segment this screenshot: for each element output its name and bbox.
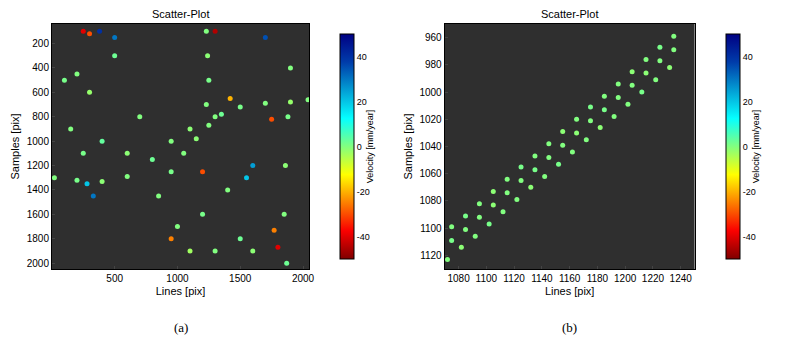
svg-text:-20: -20 bbox=[357, 187, 370, 197]
svg-text:600: 600 bbox=[32, 87, 49, 98]
svg-text:1000: 1000 bbox=[166, 273, 189, 284]
svg-text:1020: 1020 bbox=[419, 114, 442, 125]
svg-text:1500: 1500 bbox=[229, 273, 252, 284]
svg-text:1200: 1200 bbox=[27, 160, 50, 171]
svg-text:Velocity [mm/year]: Velocity [mm/year] bbox=[365, 110, 375, 184]
svg-text:Velocity [mm/year]: Velocity [mm/year] bbox=[751, 110, 761, 184]
svg-text:40: 40 bbox=[357, 52, 367, 62]
svg-text:0: 0 bbox=[743, 142, 748, 152]
svg-text:1800: 1800 bbox=[27, 233, 50, 244]
svg-text:1080: 1080 bbox=[419, 195, 442, 206]
svg-text:-40: -40 bbox=[357, 232, 370, 242]
svg-text:1120: 1120 bbox=[503, 273, 525, 284]
svg-text:1200: 1200 bbox=[614, 273, 637, 284]
svg-text:1080: 1080 bbox=[447, 273, 470, 284]
svg-text:800: 800 bbox=[32, 111, 49, 122]
svg-text:1240: 1240 bbox=[670, 273, 693, 284]
svg-text:960: 960 bbox=[425, 32, 442, 43]
svg-text:-20: -20 bbox=[743, 187, 756, 197]
svg-text:500: 500 bbox=[106, 273, 123, 284]
svg-text:Scatter-Plot: Scatter-Plot bbox=[152, 8, 209, 20]
svg-text:2000: 2000 bbox=[292, 273, 315, 284]
svg-text:(b): (b) bbox=[562, 320, 577, 335]
svg-text:1060: 1060 bbox=[419, 168, 442, 179]
svg-text:Lines [pix]: Lines [pix] bbox=[156, 285, 206, 297]
svg-text:1100: 1100 bbox=[420, 223, 442, 234]
svg-text:Samples [pix]: Samples [pix] bbox=[9, 113, 21, 179]
svg-text:1600: 1600 bbox=[27, 209, 50, 220]
svg-text:Lines [pix]: Lines [pix] bbox=[545, 285, 595, 297]
svg-text:2000: 2000 bbox=[27, 258, 50, 269]
svg-text:1000: 1000 bbox=[27, 136, 50, 147]
svg-text:400: 400 bbox=[32, 62, 49, 73]
svg-text:1400: 1400 bbox=[27, 184, 50, 195]
svg-text:1220: 1220 bbox=[642, 273, 665, 284]
svg-text:0: 0 bbox=[357, 142, 362, 152]
svg-text:1160: 1160 bbox=[559, 273, 581, 284]
svg-text:1140: 1140 bbox=[531, 273, 553, 284]
svg-text:1120: 1120 bbox=[420, 250, 442, 261]
svg-text:Scatter-Plot: Scatter-Plot bbox=[541, 8, 598, 20]
svg-text:-40: -40 bbox=[743, 232, 756, 242]
svg-text:1040: 1040 bbox=[419, 141, 442, 152]
svg-text:1000: 1000 bbox=[419, 87, 442, 98]
svg-text:40: 40 bbox=[743, 52, 753, 62]
svg-text:20: 20 bbox=[357, 97, 367, 107]
svg-text:(a): (a) bbox=[174, 320, 188, 335]
svg-text:Samples [pix]: Samples [pix] bbox=[402, 113, 414, 179]
svg-text:20: 20 bbox=[743, 97, 753, 107]
svg-text:1180: 1180 bbox=[587, 273, 609, 284]
svg-text:200: 200 bbox=[32, 38, 49, 49]
svg-text:980: 980 bbox=[425, 59, 442, 70]
svg-text:1100: 1100 bbox=[476, 273, 498, 284]
